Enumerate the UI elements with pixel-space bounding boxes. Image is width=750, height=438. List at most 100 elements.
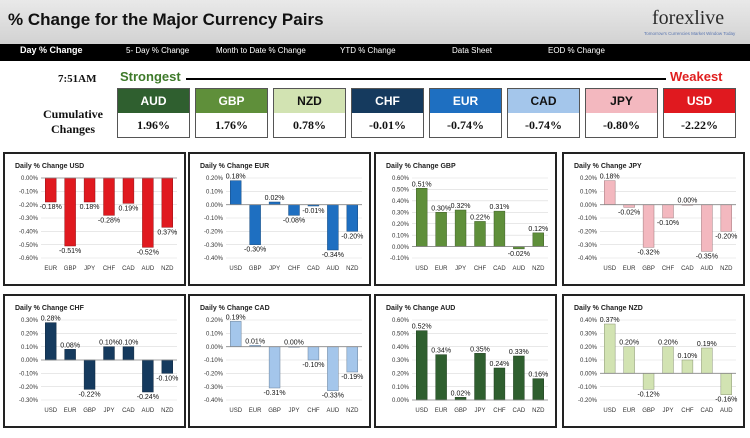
value-label: -0.02%	[508, 251, 530, 258]
value-label: 0.00%	[284, 340, 304, 347]
category-label: CAD	[513, 408, 526, 414]
category-label: CAD	[493, 266, 506, 272]
chart-panel-usd: Daily % Change USD 0.00% -0.10% -0.20% -0.30…	[3, 152, 186, 286]
chart-panel-eur: Daily % Change EUR 0.20% 0.10% 0.00% -0.10% -…	[188, 152, 371, 286]
tab-5-day-change[interactable]: 5- Day % Change	[126, 46, 190, 55]
category-label: NZD	[720, 266, 733, 272]
value-label: -0.51%	[59, 248, 81, 255]
bar	[307, 346, 320, 361]
bar	[103, 346, 115, 361]
rank-value: 0.78%	[293, 118, 326, 132]
value-label: 0.18%	[600, 174, 620, 181]
value-label: 0.22%	[470, 214, 490, 221]
rank-box-gbp: GBP 1.76%	[195, 88, 268, 138]
rank-code: AUD	[118, 89, 189, 113]
rank-value: -0.74%	[447, 118, 484, 132]
tab-data-sheet[interactable]: Data Sheet	[452, 46, 493, 55]
y-tick-label: 0.00%	[580, 203, 598, 209]
category-label: GBP	[454, 408, 467, 414]
value-label: 0.19%	[697, 341, 717, 348]
y-tick-label: -0.10%	[19, 190, 39, 196]
category-label: NZD	[346, 266, 359, 272]
chart-panel-chf: Daily % Change CHF 0.30% 0.20% 0.10% 0.00% -0…	[3, 294, 186, 428]
value-label: -0.19%	[341, 374, 363, 381]
value-label: 0.02%	[451, 390, 471, 397]
value-label: 0.18%	[226, 174, 246, 181]
category-label: EUR	[249, 408, 262, 414]
chart-title: Daily % Change USD	[15, 163, 84, 170]
value-label: 0.02%	[265, 195, 285, 202]
value-label: 0.37%	[600, 317, 620, 324]
y-tick-label: -0.30%	[204, 243, 224, 249]
value-label: -0.22%	[78, 391, 100, 398]
rank-box-cad: CAD -0.74%	[507, 88, 580, 138]
value-label: 0.51%	[412, 181, 432, 188]
value-label: 0.16%	[528, 372, 548, 379]
rank-value: -0.80%	[603, 118, 640, 132]
category-label: CHF	[288, 266, 301, 272]
y-tick-label: 0.50%	[392, 332, 410, 338]
y-tick-label: -0.10%	[390, 256, 410, 262]
category-label: CHF	[493, 408, 506, 414]
y-tick-label: -0.60%	[19, 256, 39, 262]
y-tick-label: 0.10%	[580, 358, 598, 364]
bar	[604, 323, 616, 374]
forexlive-logo[interactable]: forexlive Tomorrow's Currencies Market W…	[640, 7, 740, 39]
bar	[122, 346, 135, 361]
y-tick-label: 0.30%	[392, 358, 410, 364]
chart-title: Daily % Change GBP	[386, 163, 456, 170]
bar	[45, 177, 57, 203]
value-label: 0.10%	[677, 353, 697, 360]
tab-ytd-change[interactable]: YTD % Change	[340, 46, 396, 55]
category-label: CHF	[103, 266, 116, 272]
category-label: USD	[603, 408, 616, 414]
value-label: 0.01%	[245, 338, 265, 345]
y-tick-label: -0.50%	[19, 243, 39, 249]
y-tick-label: -0.10%	[578, 385, 598, 391]
category-label: EUR	[435, 408, 448, 414]
value-label: -0.28%	[98, 217, 120, 224]
value-label: -0.30%	[244, 247, 266, 254]
y-tick-label: 0.60%	[392, 318, 410, 324]
y-tick-label: 0.20%	[580, 345, 598, 351]
bar	[701, 204, 713, 252]
category-label: AUD	[142, 408, 155, 414]
category-label: AUD	[327, 408, 340, 414]
rank-code: GBP	[196, 89, 267, 113]
value-label: 0.20%	[658, 340, 678, 347]
weakest-label: Weakest	[670, 69, 723, 84]
tab-eod-change[interactable]: EOD % Change	[548, 46, 605, 55]
rank-divider	[186, 78, 666, 80]
bar	[45, 322, 57, 361]
rank-code: CHF	[352, 89, 423, 113]
bar	[474, 353, 486, 401]
tab-month-to-date-change[interactable]: Month to Date % Change	[216, 46, 306, 55]
cumulative-changes-label: Cumulative Changes	[43, 107, 103, 136]
value-label: 0.37%	[157, 229, 177, 236]
value-label: -0.12%	[637, 391, 659, 398]
category-label: GBP	[642, 408, 655, 414]
y-tick-label: -0.40%	[204, 398, 224, 404]
category-label: CHF	[662, 266, 675, 272]
value-label: 0.20%	[619, 340, 639, 347]
header-bar: % Change for the Major Currency Pairs fo…	[0, 0, 750, 44]
bar	[161, 177, 173, 228]
category-label: CHF	[681, 408, 694, 414]
bar	[327, 346, 339, 391]
y-tick-label: -0.20%	[19, 385, 39, 391]
bar	[288, 204, 300, 216]
bar	[230, 180, 242, 205]
value-label: -0.20%	[715, 233, 737, 240]
category-label: GBP	[64, 266, 77, 272]
tab-day-change[interactable]: Day % Change	[20, 45, 83, 55]
rank-box-chf: CHF -0.01%	[351, 88, 424, 138]
value-label: 0.10%	[118, 340, 138, 347]
value-label: -0.10%	[302, 362, 324, 369]
value-label: -0.33%	[322, 393, 344, 400]
y-tick-label: 0.50%	[392, 188, 410, 194]
bar	[681, 359, 694, 374]
category-label: EUR	[623, 408, 636, 414]
category-label: AUD	[720, 408, 733, 414]
category-label: USD	[229, 408, 242, 414]
y-tick-label: 0.00%	[21, 176, 39, 182]
